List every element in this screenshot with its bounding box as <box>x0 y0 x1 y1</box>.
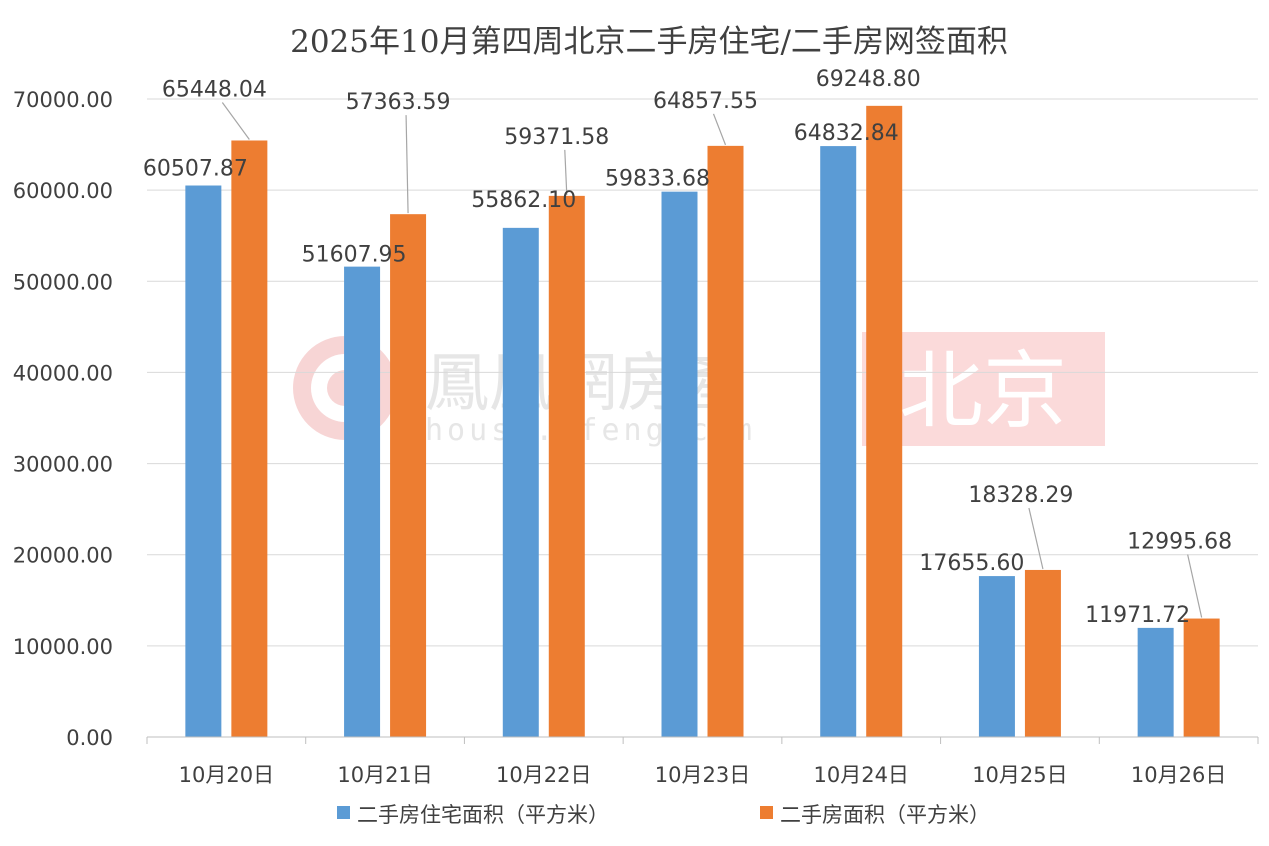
label-leader-line <box>1187 554 1203 618</box>
data-label-residential: 11971.72 <box>1085 603 1190 628</box>
bar-total <box>866 105 903 737</box>
x-tick-label: 10月20日 <box>179 763 274 787</box>
x-tick-label: 10月26日 <box>1131 763 1226 787</box>
y-tick-label: 30000.00 <box>13 453 113 477</box>
x-tick-label: 10月22日 <box>496 763 591 787</box>
bar-residential <box>185 185 222 738</box>
data-label-residential: 60507.87 <box>143 157 248 182</box>
y-tick-label: 20000.00 <box>13 544 113 568</box>
watermark-city-box <box>862 332 1105 446</box>
bar-residential <box>1137 627 1174 737</box>
y-tick-label: 10000.00 <box>13 635 113 659</box>
legend-swatch-residential <box>337 806 350 819</box>
watermark-url: house.ifeng.com <box>425 413 756 448</box>
label-leader-line <box>564 149 568 195</box>
data-label-total: 12995.68 <box>1127 530 1232 555</box>
bar-residential <box>661 191 698 737</box>
label-leader-line <box>221 102 250 140</box>
legend-swatch-total <box>760 806 773 819</box>
label-leader-line <box>1028 507 1044 570</box>
data-label-residential: 59833.68 <box>605 167 710 192</box>
legend-label-total: 二手房面积（平方米） <box>780 803 990 827</box>
x-axis-ticks: 10月20日 10月21日 10月22日 10月23日 10月24日 10月25日 10月2… <box>146 737 1259 787</box>
chart-title: 2025年10月第四周北京二手房住宅/二手房网签面积 <box>290 24 1008 60</box>
bar-residential <box>502 227 539 737</box>
bar-total <box>390 214 427 737</box>
y-tick-label: 40000.00 <box>13 361 113 385</box>
y-tick-label: 0.00 <box>66 726 113 750</box>
x-tick-label: 10月23日 <box>655 763 750 787</box>
bar-total <box>1024 569 1061 737</box>
x-tick-label: 10月21日 <box>337 763 432 787</box>
x-tick-label: 10月25日 <box>972 763 1067 787</box>
data-labels: 60507.87 65448.04 51607.95 57363.59 55862.10… <box>143 67 1232 628</box>
bar-total <box>707 145 744 737</box>
y-tick-label: 60000.00 <box>13 179 113 203</box>
data-label-total: 69248.80 <box>816 67 921 92</box>
y-tick-label: 70000.00 <box>13 88 113 112</box>
x-tick-label: 10月24日 <box>813 763 908 787</box>
label-leader-lines <box>221 102 1203 618</box>
watermark-city: 北京 <box>899 342 1067 440</box>
grid-lines <box>147 98 1258 647</box>
data-label-residential: 17655.60 <box>919 551 1024 576</box>
data-label-total: 65448.04 <box>162 77 267 102</box>
data-label-residential: 51607.95 <box>302 243 407 268</box>
data-label-total: 59371.58 <box>504 125 609 150</box>
data-label-total: 64857.55 <box>653 89 758 114</box>
label-leader-line <box>405 115 409 214</box>
data-label-residential: 55862.10 <box>471 188 576 213</box>
bar-residential <box>978 576 1015 737</box>
y-tick-label: 50000.00 <box>13 270 113 294</box>
bar-total <box>1183 618 1220 737</box>
bars <box>185 105 1220 738</box>
data-label-total: 57363.59 <box>346 90 451 115</box>
bar-residential <box>820 146 857 737</box>
bar-total <box>548 195 585 737</box>
label-leader-line <box>712 113 727 146</box>
data-label-residential: 64832.84 <box>794 121 899 146</box>
y-axis-ticks: 0.00 10000.00 20000.00 30000.00 40000.00 5000… <box>13 88 113 750</box>
legend: 二手房住宅面积（平方米） 二手房面积（平方米） <box>337 803 990 827</box>
bar-total <box>231 140 268 738</box>
legend-label-residential: 二手房住宅面积（平方米） <box>357 803 609 827</box>
bar-residential <box>344 266 381 737</box>
data-label-total: 18328.29 <box>968 483 1073 508</box>
